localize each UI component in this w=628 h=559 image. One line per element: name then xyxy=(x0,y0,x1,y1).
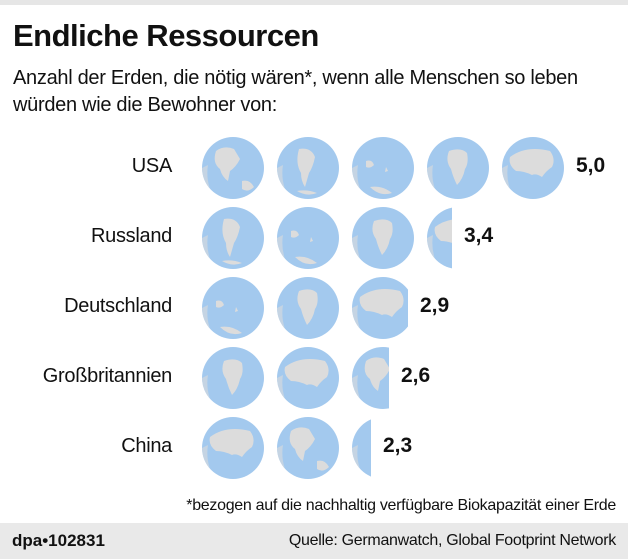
globe-icon xyxy=(277,137,339,199)
partial-globe-icon xyxy=(352,419,371,477)
globe-icon xyxy=(352,207,414,269)
value-label: 3,4 xyxy=(464,224,494,247)
footnote: *bezogen auf die nachhaltig verfügbare B… xyxy=(186,497,616,514)
country-label: USA xyxy=(131,155,173,177)
globe-icon xyxy=(202,137,264,199)
country-label: China xyxy=(121,435,172,457)
globe-icon xyxy=(277,417,339,479)
top-strip xyxy=(0,0,628,5)
source-credit: Quelle: Germanwatch, Global Footprint Ne… xyxy=(288,532,616,549)
globe-icon xyxy=(352,137,414,199)
globe-icon xyxy=(277,277,339,339)
globe-icon xyxy=(202,417,264,479)
country-label: Großbritannien xyxy=(42,365,173,387)
value-label: 5,0 xyxy=(576,154,606,177)
dpa-graphic-id: dpa•102831 xyxy=(12,531,105,550)
globe-icon xyxy=(502,137,564,199)
footer-bar: dpa•102831 Quelle: Germanwatch, Global F… xyxy=(0,523,628,559)
country-label: Deutschland xyxy=(64,295,172,317)
value-label: 2,3 xyxy=(383,434,413,457)
globe-icon xyxy=(202,207,264,269)
globe-icon xyxy=(427,137,489,199)
globe-icon xyxy=(277,207,339,269)
globe-icon xyxy=(277,347,339,409)
partial-globe-icon xyxy=(427,207,452,269)
value-label: 2,6 xyxy=(401,364,431,387)
chart-row: USA 5,0 xyxy=(0,135,628,201)
partial-globe-icon xyxy=(352,347,389,409)
chart-row: Großbritannien 2,6 xyxy=(0,345,628,411)
partial-globe-icon xyxy=(352,277,408,339)
chart-subtitle: Anzahl der Erden, die nötig wären*, wenn… xyxy=(13,67,578,116)
globe-icon xyxy=(202,347,264,409)
country-label: Russland xyxy=(91,225,172,247)
chart-row: Russland 3,4 xyxy=(0,205,628,271)
chart-row: China 2,3 xyxy=(0,415,628,481)
globe-icon xyxy=(202,277,264,339)
chart-row: Deutschland 2,9 xyxy=(0,275,628,341)
value-label: 2,9 xyxy=(420,294,450,317)
chart-title: Endliche Ressourcen xyxy=(13,18,319,53)
